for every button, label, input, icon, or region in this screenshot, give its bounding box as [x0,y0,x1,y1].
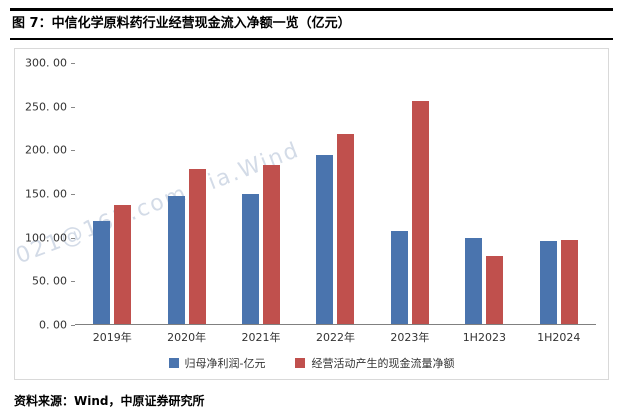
bar-net-profit [316,155,334,324]
bar-operating-cash-flow [263,164,281,324]
plot-area [75,63,596,325]
bar-net-profit [465,237,483,324]
bar-group [224,63,298,324]
bar-operating-cash-flow [486,256,504,324]
legend-label: 经营活动产生的现金流量净额 [311,357,455,370]
y-tick-mark [71,325,75,326]
y-tick-label: 0. 00 [39,318,67,332]
y-tick-label: 100. 00 [25,231,67,245]
x-axis-label: 2021年 [241,331,281,344]
figure-title: 图 7：中信化学原料药行业经营现金流入净额一览（亿元） [12,16,351,31]
plot-column: 2019年 2020年 2021年 2022年 2023年 1H2023 1H2024 [75,63,596,349]
y-tick-label: 200. 00 [25,143,67,157]
x-axis-label: 2023年 [390,331,430,344]
x-axis-label: 2022年 [315,331,355,344]
legend-label: 归母净利润-亿元 [184,357,266,370]
bar-group [298,63,372,324]
x-axis-label: 2019年 [92,331,132,344]
source-note: 资料来源：Wind，中原证券研究所 [14,394,205,408]
chart-container: 021@163.com.via.Wind 300. 00 250. 00 200. … [14,48,609,380]
y-tick-label: 150. 00 [25,187,67,201]
bar-operating-cash-flow [188,169,206,324]
legend-swatch [168,358,179,368]
bar-operating-cash-flow [337,134,355,324]
bar-operating-cash-flow [114,204,132,324]
bar-group [447,63,521,324]
y-tick-mark [71,150,75,152]
bar-net-profit [242,194,260,324]
legend-swatch [295,358,306,368]
x-axis-label: 2020年 [167,331,207,344]
bar-group [373,63,447,324]
x-axis-labels: 2019年 2020年 2021年 2022年 2023年 1H2023 1H2024 [75,325,596,349]
figure-header: 图 7：中信化学原料药行业经营现金流入净额一览（亿元） [10,8,613,40]
bar-groups [75,63,596,324]
legend: 归母净利润-亿元 经营活动产生的现金流量净额 [15,355,608,371]
x-axis-label: 1H2023 [462,330,506,344]
y-tick-mark [71,106,75,108]
y-axis: 300. 00 250. 00 200. 00 150. 00 100. 00 50. 0… [23,57,75,332]
y-tick-mark [71,63,75,64]
bar-net-profit [93,221,111,324]
y-tick-label: 250. 00 [25,100,67,114]
bar-net-profit [167,196,185,324]
chart-area: 300. 00 250. 00 200. 00 150. 00 100. 00 50. 0… [23,57,596,349]
bar-net-profit [390,230,408,324]
bar-operating-cash-flow [560,239,578,324]
y-tick-mark [71,194,75,195]
bar-net-profit [539,241,557,324]
y-tick-mark [71,281,75,283]
legend-item: 经营活动产生的现金流量净额 [295,355,454,371]
bar-group [75,63,149,324]
legend-item: 归母净利润-亿元 [168,355,266,371]
bar-operating-cash-flow [411,101,429,324]
y-tick-label: 300. 00 [25,56,67,70]
x-axis-label: 1H2024 [537,330,581,344]
y-tick-label: 50. 00 [32,274,67,288]
bar-group [149,63,223,324]
bar-group [522,63,596,324]
y-tick-mark [71,237,75,239]
